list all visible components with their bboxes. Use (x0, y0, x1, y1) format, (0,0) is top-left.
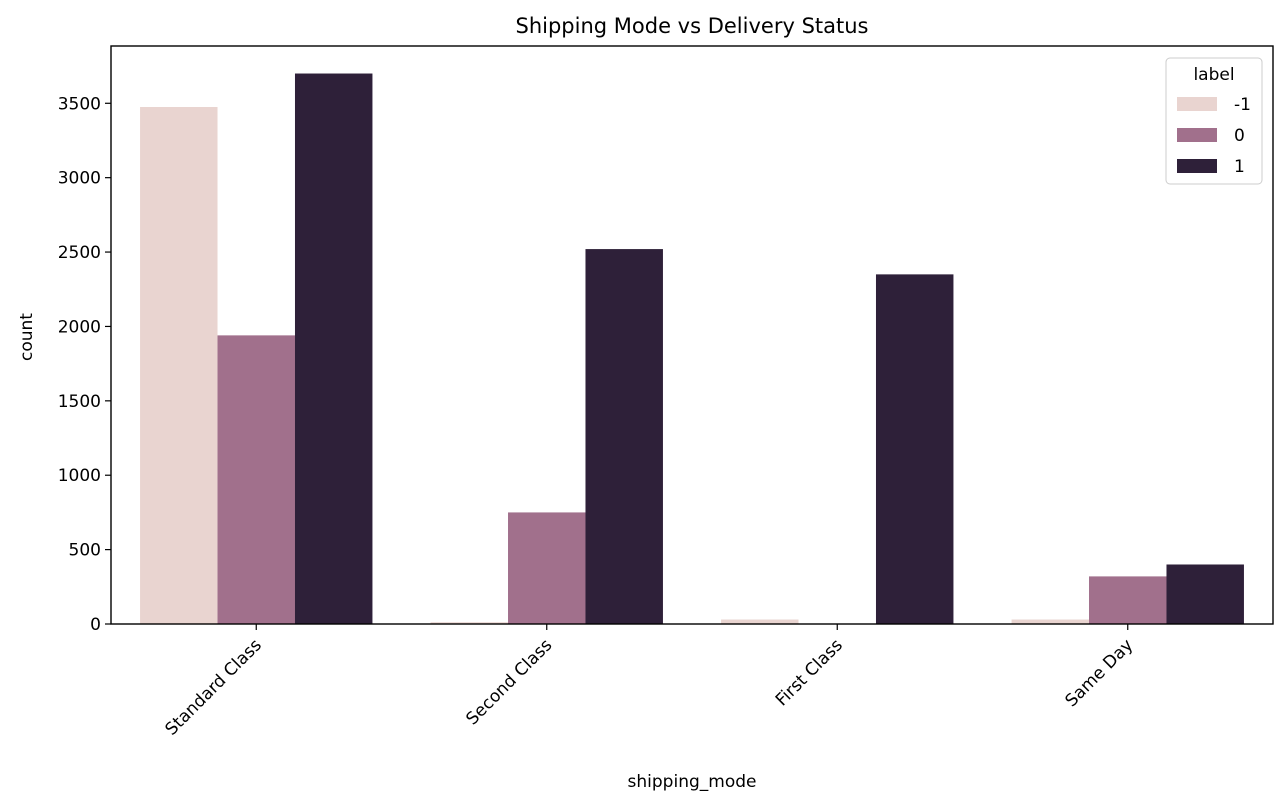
y-tick-label: 1000 (58, 466, 101, 486)
bar-same-day-label--1 (1011, 619, 1090, 624)
legend: label -1 0 1 (1165, 57, 1263, 185)
y-tick-label: 2500 (58, 243, 101, 263)
bar-standard-class-label-1 (294, 73, 373, 624)
x-tick-label: First Class (772, 635, 847, 710)
bar-second-class-label--1 (430, 622, 509, 624)
plot-frame (110, 45, 1274, 625)
y-axis-title: count (17, 313, 37, 361)
legend-label: 1 (1234, 157, 1245, 177)
chart-title: Shipping Mode vs Delivery Status (516, 14, 869, 38)
bar-first-class-label-1 (875, 274, 954, 624)
legend-label: -1 (1234, 95, 1251, 115)
bar-second-class-label-0 (508, 512, 586, 624)
legend-swatch (1177, 97, 1217, 111)
x-tick-label: Same Day (1061, 635, 1137, 711)
bar-first-class-label--1 (721, 619, 799, 624)
legend-swatch (1177, 128, 1217, 142)
bars-layer (140, 73, 1244, 624)
x-tick-label: Standard Class (162, 635, 266, 739)
y-tick-label: 500 (69, 541, 101, 561)
bar-standard-class-label--1 (140, 107, 218, 624)
legend-label: 0 (1234, 126, 1245, 146)
x-tick-label: Second Class (462, 635, 556, 729)
y-tick-label: 2000 (58, 317, 101, 337)
x-axis: Standard Class Second Class First Class Sam… (162, 624, 1137, 740)
y-tick-label: 3000 (58, 169, 101, 189)
bar-second-class-label-1 (585, 249, 663, 624)
bar-same-day-label-0 (1089, 576, 1167, 624)
x-axis-title: shipping_mode (628, 772, 757, 792)
bar-standard-class-label-0 (217, 335, 295, 624)
legend-box (1165, 57, 1263, 185)
bar-same-day-label-1 (1166, 564, 1244, 624)
legend-title: label (1193, 65, 1234, 85)
legend-items: -1 0 1 (1177, 95, 1251, 177)
y-axis: 0 500 1000 1500 2000 2500 3000 3500 (58, 94, 111, 635)
y-tick-label: 3500 (58, 94, 101, 114)
legend-swatch (1177, 159, 1217, 173)
y-tick-label: 0 (90, 615, 101, 635)
y-tick-label: 1500 (58, 392, 101, 412)
